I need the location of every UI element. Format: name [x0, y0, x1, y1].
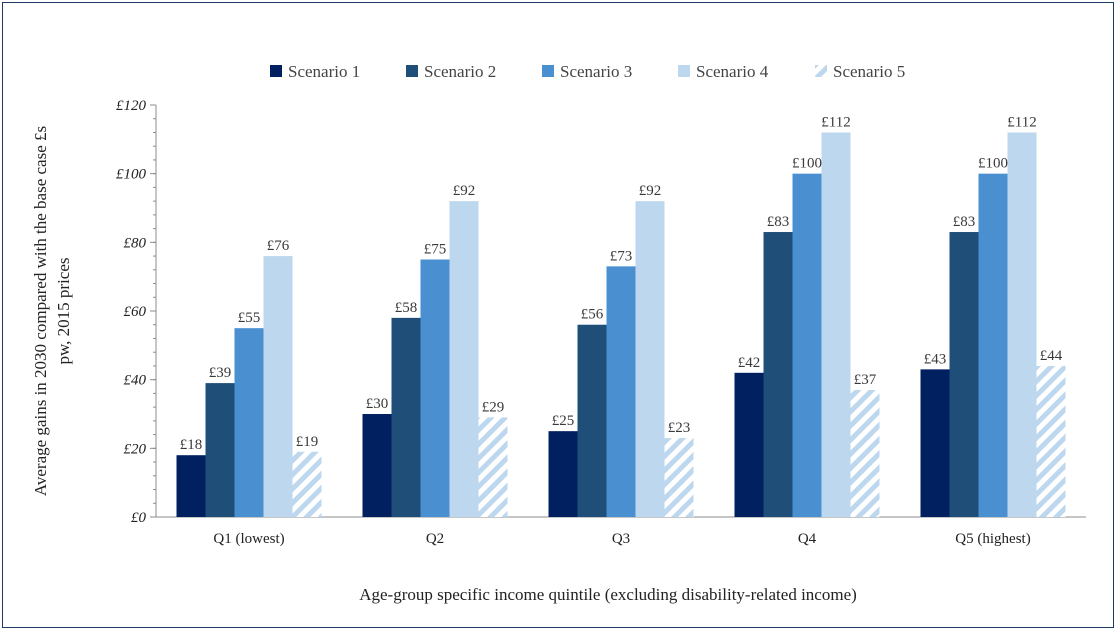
bar — [606, 266, 636, 517]
data-label: £73 — [610, 248, 633, 264]
legend-label: Scenario 5 — [833, 62, 905, 81]
y-tick-label: £60 — [124, 304, 147, 320]
data-label: £39 — [209, 365, 232, 381]
legend-swatch — [270, 65, 282, 77]
y-axis-label-line: Average gains in 2030 compared with the … — [31, 126, 50, 496]
data-label: £55 — [238, 310, 261, 326]
bar — [548, 431, 578, 517]
data-label: £29 — [482, 399, 505, 415]
legend-label: Scenario 3 — [560, 62, 632, 81]
legend-swatch — [542, 65, 554, 77]
bar — [734, 372, 764, 517]
bar — [763, 232, 793, 518]
legend-item: Scenario 4 — [678, 62, 769, 81]
legend-item: Scenario 5 — [815, 62, 905, 81]
x-axis-label: Age-group specific income quintile (excl… — [359, 585, 857, 604]
data-label: £42 — [738, 355, 761, 371]
bar — [792, 173, 822, 517]
bar — [850, 389, 880, 517]
bar — [362, 414, 392, 517]
data-label: £92 — [639, 183, 662, 199]
x-tick-label: Q4 — [798, 531, 817, 547]
y-tick-label: £20 — [124, 441, 147, 457]
legend-swatch — [406, 65, 418, 77]
data-label: £92 — [453, 183, 476, 199]
bar — [420, 259, 450, 517]
legend-item: Scenario 3 — [542, 62, 632, 81]
y-tick-label: £0 — [131, 510, 147, 526]
bar — [577, 324, 607, 517]
data-label: £18 — [180, 437, 203, 453]
bar — [205, 383, 235, 517]
data-label: £56 — [581, 307, 604, 323]
bars — [176, 132, 1066, 518]
data-label: £75 — [424, 242, 447, 258]
legend-swatch — [815, 65, 827, 77]
x-tick-label: Q1 (lowest) — [213, 531, 284, 547]
bar — [821, 132, 851, 517]
bar — [391, 317, 421, 517]
bar — [978, 173, 1008, 517]
bar — [1007, 132, 1037, 517]
data-label: £37 — [854, 372, 877, 388]
data-label: £83 — [953, 214, 976, 230]
bar — [949, 232, 979, 518]
data-label: £23 — [668, 420, 691, 436]
data-label: £112 — [1007, 114, 1036, 130]
bar — [176, 455, 206, 517]
bar — [449, 201, 479, 517]
legend-label: Scenario 1 — [288, 62, 360, 81]
y-tick-label: £100 — [116, 167, 147, 183]
data-label: £19 — [296, 434, 319, 450]
data-label: £44 — [1040, 348, 1063, 364]
bar — [292, 451, 322, 517]
x-tick-label: Q3 — [612, 531, 630, 547]
bar — [635, 201, 665, 517]
data-label: £100 — [792, 156, 822, 172]
data-label: £43 — [924, 351, 947, 367]
bar — [664, 438, 694, 517]
bar — [920, 369, 950, 517]
bar — [1036, 365, 1066, 517]
y-axis: £0 £20 £40 £60 £80 £100 £120 — [116, 98, 157, 526]
data-label: £100 — [978, 156, 1008, 172]
bar — [234, 328, 264, 517]
y-axis-label: Average gains in 2030 compared with the … — [31, 126, 73, 496]
data-label: £112 — [821, 114, 850, 130]
legend-label: Scenario 2 — [424, 62, 496, 81]
y-axis-label-line: pw, 2015 prices — [54, 257, 73, 364]
data-label: £83 — [767, 214, 790, 230]
bar — [263, 256, 293, 517]
data-label: £76 — [267, 238, 290, 254]
data-label: £30 — [366, 396, 389, 412]
data-labels: £18 £39 £55 £76 £19 £30 £58 £75 £92 £29 £25 £56 £73 £… — [180, 114, 1063, 453]
y-tick-label: £40 — [124, 373, 147, 389]
legend-item: Scenario 2 — [406, 62, 496, 81]
x-tick-label: Q5 (highest) — [955, 531, 1030, 547]
legend-swatch — [678, 65, 690, 77]
chart-legend: Scenario 1 Scenario 2 Scenario 3 Scenario 4… — [270, 62, 905, 81]
x-tick-label: Q2 — [426, 531, 444, 547]
legend-item: Scenario 1 — [270, 62, 360, 81]
legend-label: Scenario 4 — [696, 62, 769, 81]
bar — [478, 417, 508, 517]
y-tick-label: £80 — [124, 235, 147, 251]
y-tick-label: £120 — [116, 98, 147, 114]
x-axis: Q1 (lowest) Q2 Q3 Q4 Q5 (highest) — [156, 516, 1086, 547]
data-label: £58 — [395, 300, 418, 316]
data-label: £25 — [552, 413, 575, 429]
